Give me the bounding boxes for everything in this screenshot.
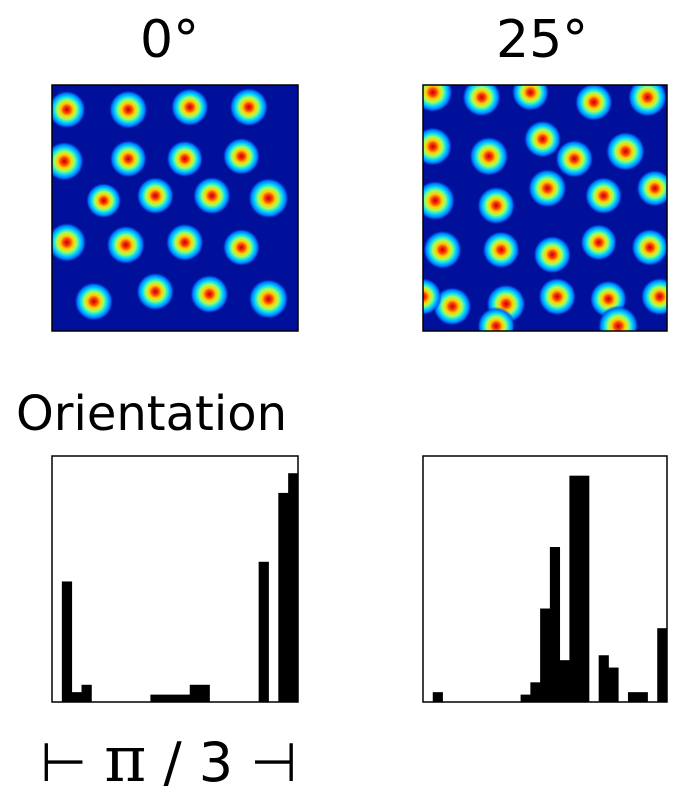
histogram-bar [199, 684, 210, 702]
firing-field [136, 272, 175, 311]
histogram-bar [170, 694, 181, 702]
firing-field [555, 139, 594, 178]
firing-field [477, 186, 516, 225]
firing-field [627, 85, 667, 118]
firing-field [523, 120, 562, 158]
firing-field [248, 278, 289, 320]
firing-field [631, 228, 667, 267]
axis-left-tick: ⊢ [40, 731, 88, 794]
firing-field [170, 87, 209, 127]
histogram-bar [150, 694, 161, 702]
title-0-degrees: 0° [140, 10, 200, 70]
firing-field [423, 180, 456, 221]
firing-field [52, 141, 85, 182]
rate-map-25deg-frame [422, 84, 668, 332]
firing-field [574, 85, 613, 122]
pi-symbol: π [104, 723, 147, 797]
firing-field [423, 126, 453, 167]
histogram-bar [598, 655, 609, 702]
histogram-bar [608, 667, 619, 702]
histogram-bar [61, 581, 73, 702]
firing-field [580, 223, 618, 261]
firing-field [584, 176, 623, 215]
firing-field [482, 230, 520, 269]
histogram-bar [637, 692, 648, 702]
firing-field [636, 169, 667, 207]
firing-field [109, 139, 148, 178]
histogram-bar [520, 694, 531, 702]
histogram-0deg-bars [61, 473, 299, 702]
firing-field [423, 230, 463, 270]
firing-field [189, 274, 229, 314]
firing-field [106, 225, 146, 265]
rate-map-0deg-frame [51, 84, 299, 332]
histogram-bar [569, 475, 580, 702]
firing-field [538, 277, 577, 316]
histogram-bar [81, 684, 92, 702]
firing-field [462, 85, 502, 117]
firing-field [640, 277, 667, 316]
histogram-0deg-frame [51, 455, 299, 703]
histogram-bar [258, 561, 269, 702]
firing-field [192, 176, 232, 215]
firing-field [108, 90, 148, 130]
histogram-bar [288, 473, 299, 702]
firing-field [166, 140, 204, 178]
firing-field [605, 131, 646, 172]
histogram-25deg-bars [432, 475, 668, 702]
firing-field [222, 228, 261, 267]
histogram-bar [432, 692, 443, 702]
firing-field [533, 235, 572, 274]
orientation-histogram-25deg [422, 455, 668, 703]
firing-field [423, 277, 442, 316]
orientation-histogram-0deg [51, 455, 299, 703]
histogram-bar [579, 475, 590, 702]
histogram-bar [627, 692, 639, 702]
histogram-bar [160, 694, 171, 702]
rate-map-0deg-fields [52, 87, 290, 322]
axis-right-tick: ⊣ [250, 731, 298, 794]
histogram-bar [559, 660, 570, 702]
axis-fraction: / 3 [163, 731, 234, 794]
histogram-bar [189, 684, 200, 702]
rate-map-25deg-fields [423, 85, 667, 331]
histogram-bar [530, 682, 541, 702]
histogram-bar [657, 628, 668, 702]
firing-field [52, 222, 87, 263]
firing-field [165, 223, 204, 262]
firing-field [511, 85, 550, 112]
histogram-bar [540, 608, 551, 702]
histogram-bar [549, 547, 561, 702]
firing-field [74, 281, 114, 322]
firing-field [136, 176, 175, 215]
firing-field [477, 306, 516, 331]
firing-field [527, 168, 568, 208]
firing-field [52, 90, 86, 129]
firing-field [597, 305, 639, 331]
histogram-25deg-frame [422, 455, 668, 703]
orientation-label: Orientation [16, 386, 287, 442]
title-25-degrees: 25° [496, 10, 589, 70]
histogram-bar [179, 694, 191, 702]
firing-field [247, 177, 290, 219]
rate-map-25deg [422, 84, 668, 332]
histogram-bar [278, 492, 289, 702]
firing-field [469, 136, 509, 177]
firing-field [229, 87, 269, 127]
firing-field [432, 286, 472, 326]
firing-field [423, 85, 453, 113]
firing-field [85, 182, 122, 219]
rate-map-0deg [51, 84, 299, 332]
histogram-bar [71, 692, 82, 702]
orientation-axis-label: ⊢ π / 3 ⊣ [40, 728, 297, 792]
firing-field [222, 137, 261, 176]
